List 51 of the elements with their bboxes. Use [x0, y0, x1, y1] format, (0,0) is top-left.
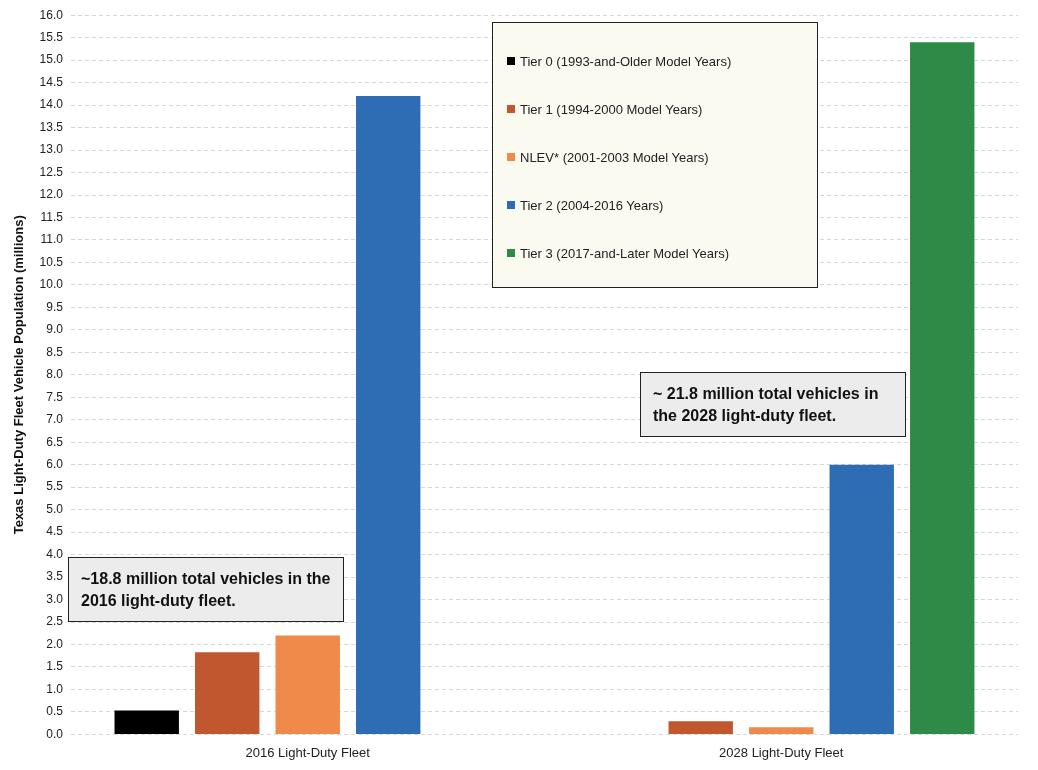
y-tick-label: 13.0 — [39, 142, 64, 157]
y-tick-label: 9.5 — [46, 299, 64, 314]
bar — [275, 635, 340, 734]
y-tick-label: 8.5 — [46, 344, 64, 359]
bar — [114, 710, 179, 734]
annotation: ~ 21.8 million total vehicles in the 2028 light-duty fleet. — [640, 372, 906, 438]
y-tick-label: 4.0 — [46, 546, 64, 561]
y-tick-label: 7.0 — [46, 412, 64, 427]
x-tick-label: 2028 Light-Duty Fleet — [719, 744, 844, 760]
y-tick-label: 6.5 — [46, 434, 64, 449]
y-tick-label: 12.5 — [39, 164, 64, 179]
bar — [668, 721, 733, 734]
y-tick-label: 14.5 — [39, 74, 64, 89]
legend-label: Tier 2 (2004-2016 Years) — [520, 197, 664, 213]
y-tick-label: 3.0 — [46, 591, 64, 606]
y-tick-label: 6.0 — [46, 457, 64, 472]
y-tick-label: 0.0 — [46, 726, 64, 741]
y-tick-label: 8.0 — [46, 367, 64, 382]
y-tick-label: 14.0 — [39, 97, 64, 112]
legend-label: Tier 0 (1993-and-Older Model Years) — [520, 53, 732, 69]
bar — [910, 42, 975, 734]
y-tick-label: 5.5 — [46, 479, 64, 494]
y-tick-label: 15.0 — [39, 52, 64, 67]
y-tick-label: 12.0 — [39, 187, 64, 202]
bar — [749, 727, 814, 734]
legend-label: Tier 1 (1994-2000 Model Years) — [520, 101, 703, 117]
y-tick-label: 2.5 — [46, 614, 64, 629]
x-tick-label: 2016 Light-Duty Fleet — [245, 744, 371, 760]
y-tick-label: 3.5 — [46, 569, 64, 584]
y-tick-label: 2.0 — [46, 636, 64, 651]
y-tick-label: 16.0 — [39, 7, 64, 22]
y-tick-label: 15.5 — [39, 29, 64, 44]
y-tick-label: 0.5 — [46, 704, 64, 719]
y-tick-label: 13.5 — [39, 119, 64, 134]
y-tick-label: 11.0 — [40, 232, 64, 247]
legend-label: NLEV* (2001-2003 Model Years) — [520, 149, 709, 165]
y-tick-label: 10.5 — [39, 254, 64, 269]
y-tick-label: 10.0 — [39, 277, 64, 292]
y-tick-label: 1.5 — [46, 659, 64, 674]
y-tick-label: 1.0 — [46, 681, 64, 696]
annotation: ~18.8 million total vehicles in the 2016 light-duty fleet. — [68, 557, 344, 623]
legend-label: Tier 3 (2017-and-Later Model Years) — [520, 245, 730, 261]
y-tick-label: 5.0 — [46, 501, 64, 516]
y-tick-label: 4.5 — [46, 524, 64, 539]
y-tick-label: 11.5 — [40, 209, 64, 224]
y-tick-label: 9.0 — [46, 322, 64, 337]
y-axis-title: Texas Light-Duty Fleet Vehicle Population (millions) — [11, 215, 27, 535]
bar — [195, 652, 260, 734]
bar — [829, 464, 894, 734]
bar — [356, 96, 421, 734]
y-tick-label: 7.5 — [46, 389, 64, 404]
